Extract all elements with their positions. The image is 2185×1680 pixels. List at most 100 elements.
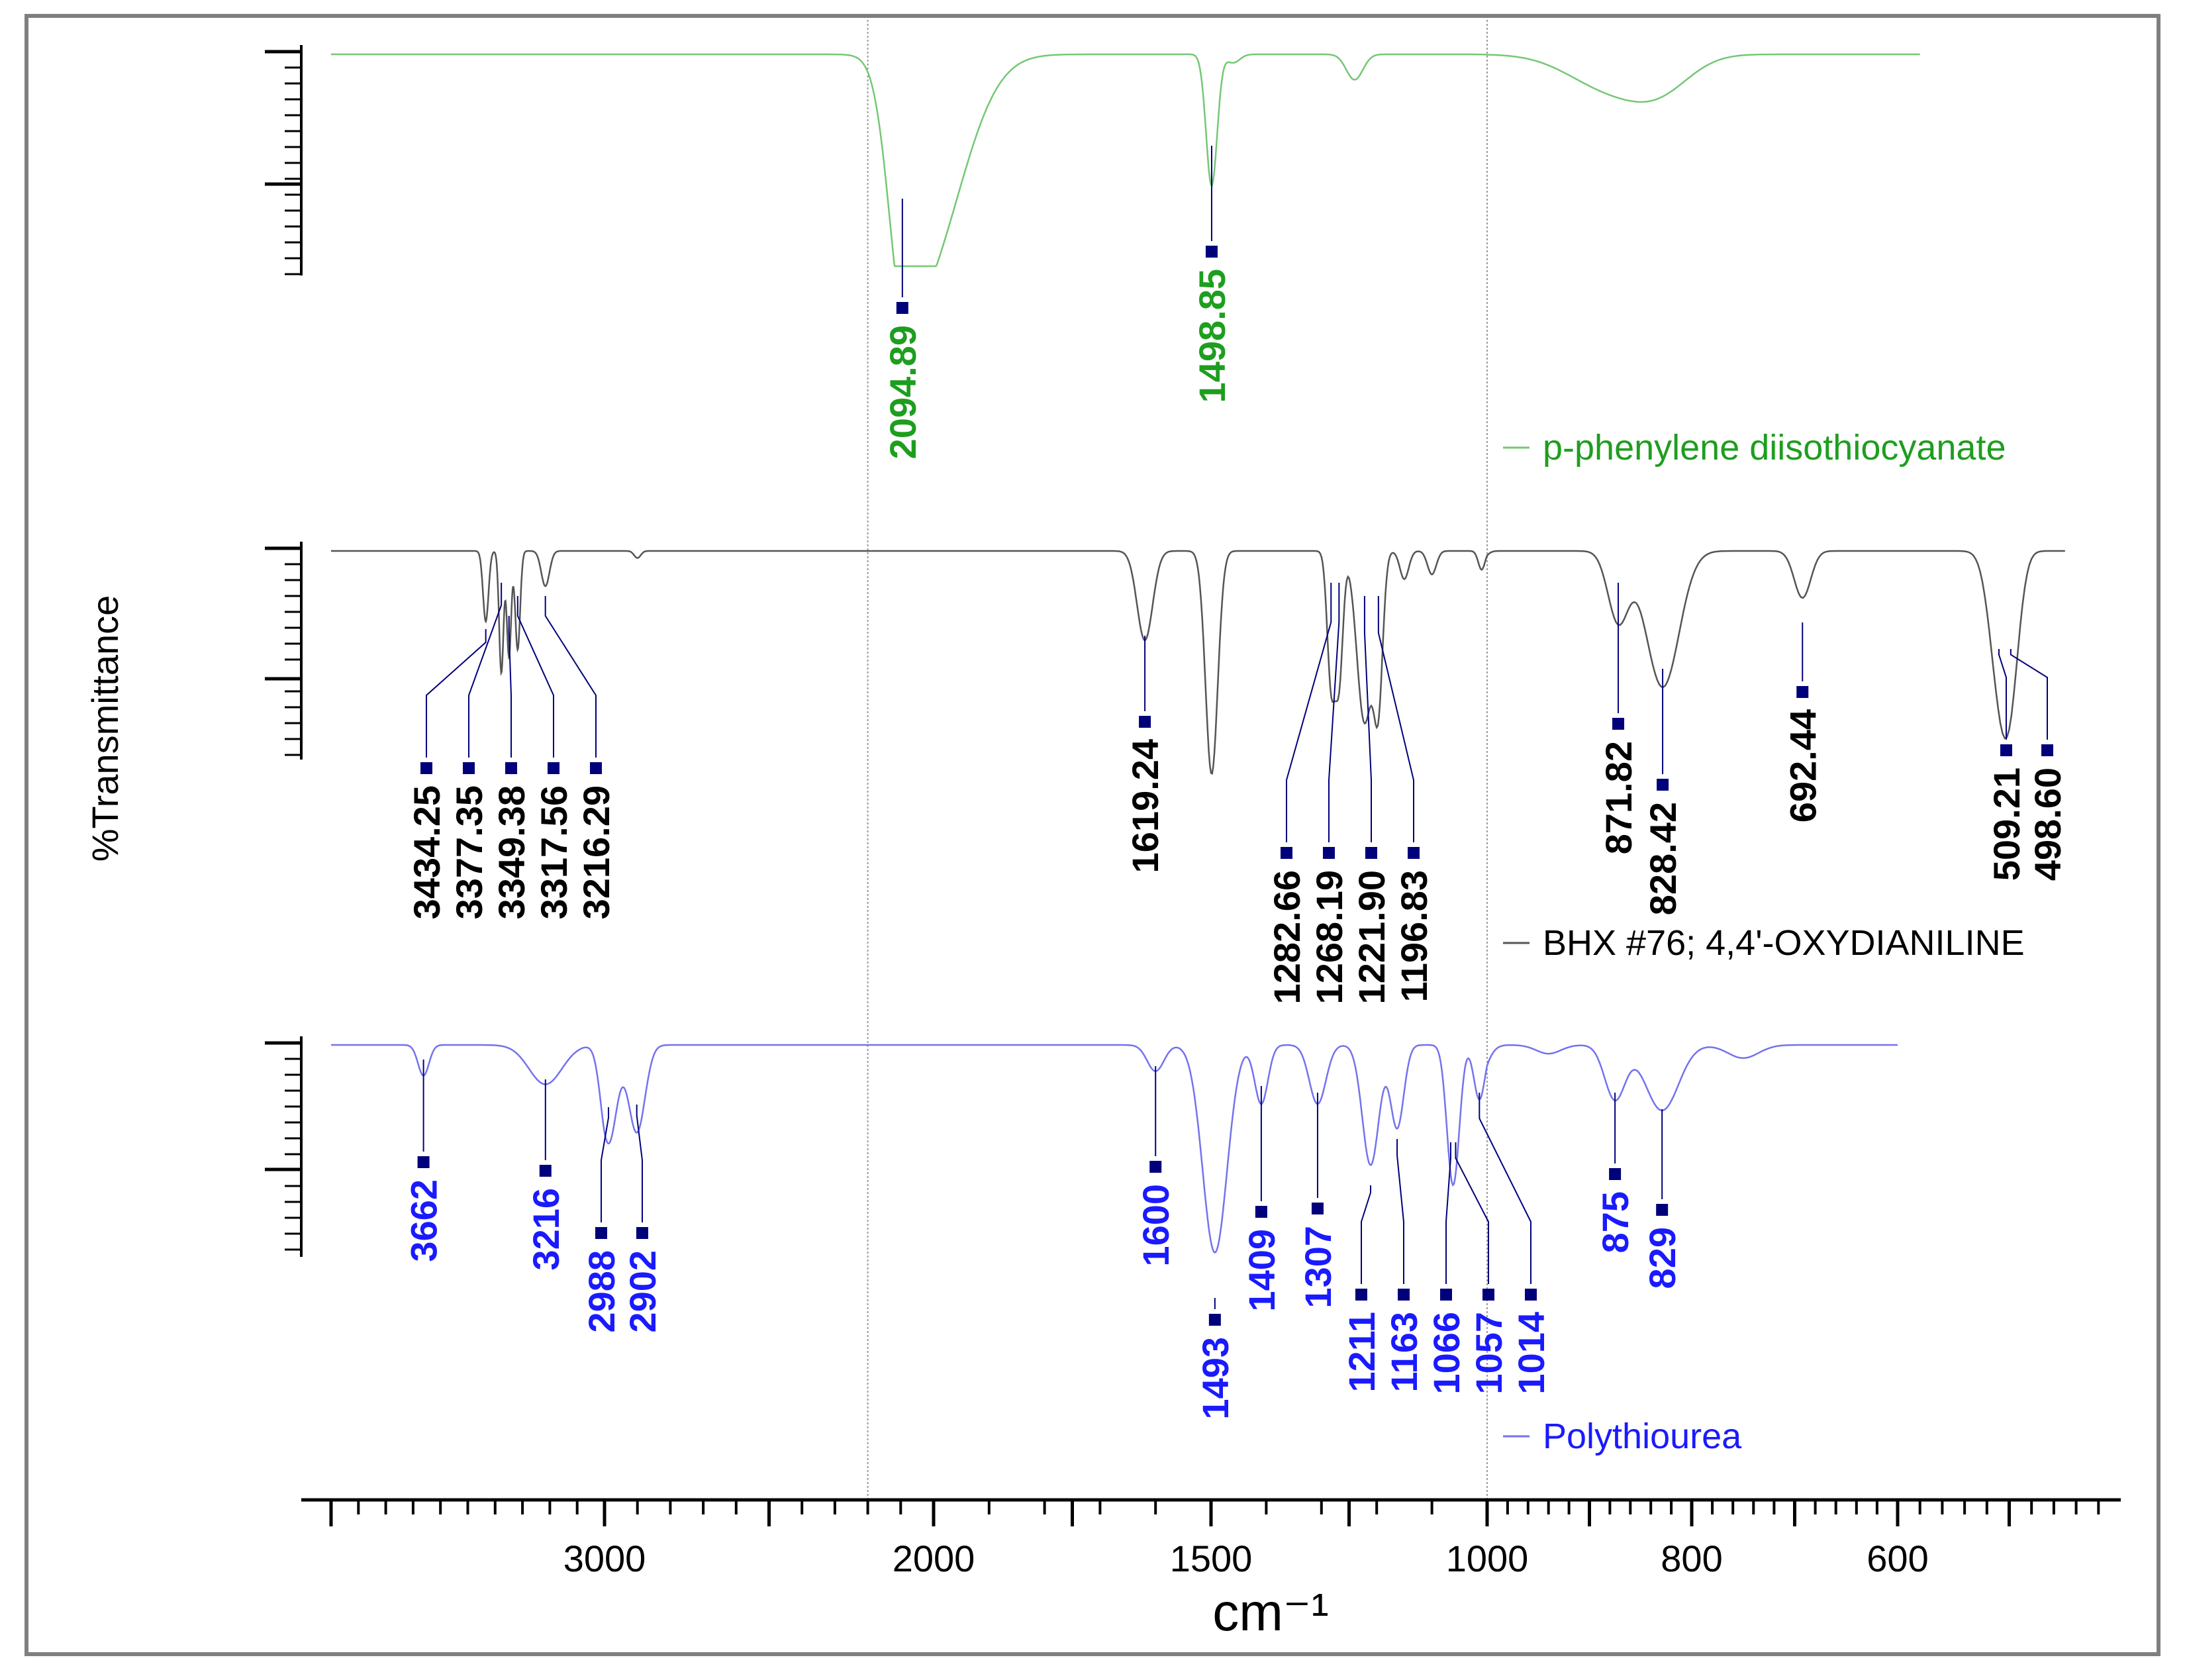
peak-marker (2000, 744, 2012, 756)
peak-label: 2902 (622, 1250, 663, 1333)
peak-label: 1409 (1241, 1229, 1283, 1312)
peak-label: 692.44 (1782, 709, 1823, 822)
peak-label: 1196.83 (1393, 870, 1435, 1002)
peak-annotation: 1211 (1341, 1185, 1383, 1393)
peak-label: 1600 (1135, 1184, 1177, 1267)
spectrum-line-3 (331, 1044, 1898, 1254)
peak-label: 2988 (581, 1250, 622, 1333)
legend: p-phenylene diisothiocyanate BHX #76; 4,4… (1503, 428, 2025, 1456)
peak-annotation: 1282.66 (1266, 583, 1332, 1004)
peak-marker (1440, 1289, 1452, 1301)
peak-marker (1208, 1314, 1221, 1326)
peak-marker (1612, 718, 1625, 730)
x-tick-label: 600 (1867, 1538, 1928, 1579)
peak-label: 1211 (1341, 1312, 1383, 1393)
spectrum-line-2 (331, 550, 2065, 775)
peak-annotation: 1268.19 (1308, 583, 1350, 1004)
peak-annotation: 3377.35 (448, 583, 503, 919)
peak-marker (420, 762, 432, 774)
peak-marker (636, 1227, 648, 1239)
x-tick-label: 800 (1661, 1538, 1722, 1579)
y-axis-label: %Transmittance (84, 595, 126, 862)
peak-annotation: 1409 (1241, 1086, 1283, 1312)
peak-annotation: 1307 (1297, 1093, 1339, 1309)
peak-leader-line (1328, 583, 1340, 842)
peak-marker (1609, 1168, 1622, 1180)
series-3 (265, 1036, 1898, 1257)
peak-annotation: 3216.29 (544, 596, 617, 919)
peak-annotation: 3434.25 (406, 629, 487, 919)
peak-leader-line (636, 1105, 643, 1222)
peak-annotation: 1619.24 (1124, 636, 1166, 873)
peak-marker (463, 762, 475, 774)
peak-leader-line (426, 629, 487, 758)
peak-leader-line (1455, 1142, 1489, 1284)
peak-annotation: 509.21 (1986, 649, 2027, 881)
legend-label-2: BHX #76; 4,4'-OXYDIANILINE (1543, 923, 2025, 963)
series-1-annotations: 2094.89 1498.85 (882, 146, 1233, 459)
peak-marker (1149, 1161, 1162, 1173)
peak-label: 2094.89 (882, 325, 924, 459)
peak-leader-line (508, 616, 512, 758)
peak-label: 3349.38 (491, 785, 532, 919)
reference-lines (867, 20, 1488, 1500)
peak-marker (548, 762, 559, 774)
peak-leader-line (1377, 596, 1414, 842)
peak-marker (1205, 246, 1218, 258)
peak-annotation: 1066 (1426, 1142, 1467, 1395)
peak-marker (1398, 1289, 1410, 1301)
peak-label: 1282.66 (1266, 870, 1308, 1004)
peak-marker (1323, 847, 1335, 859)
peak-label: 829 (1641, 1227, 1683, 1289)
peak-marker (1408, 847, 1420, 859)
peak-annotation: 1221.90 (1351, 596, 1392, 1004)
peak-label: 1163 (1383, 1312, 1425, 1393)
peak-label: 1307 (1297, 1226, 1339, 1309)
peak-label: 828.42 (1642, 802, 1684, 915)
x-axis-label: cm⁻¹ (1212, 1583, 1329, 1642)
peak-marker (1482, 1289, 1494, 1301)
legend-label-1: p-phenylene diisothiocyanate (1543, 428, 2006, 468)
peak-marker (1656, 1204, 1669, 1216)
peak-leader-line (1396, 1139, 1404, 1284)
peak-annotation: 2988 (581, 1107, 622, 1333)
peak-label: 3317.56 (533, 785, 575, 919)
peak-leader-line (601, 1107, 609, 1222)
peak-marker (1311, 1203, 1324, 1214)
peak-label: 3434.25 (406, 785, 448, 919)
peak-annotation: 1014 (1479, 1093, 1552, 1395)
x-axis: 3000 2000 1500 1000 800 600 (301, 1498, 2121, 1579)
peak-leader-line (1361, 1185, 1372, 1284)
peak-label: 1014 (1510, 1312, 1552, 1395)
peak-marker (1525, 1289, 1537, 1301)
peak-marker (417, 1156, 430, 1168)
peak-leader-line (516, 596, 554, 758)
legend-label-3: Polythiourea (1543, 1416, 1742, 1456)
series-2 (265, 542, 2065, 775)
spectra (265, 45, 2065, 1257)
peak-annotation: 3662 (403, 1060, 445, 1262)
peak-annotation: 1498.85 (1191, 146, 1233, 403)
peak-annotation: 828.42 (1642, 669, 1684, 915)
x-tick-label: 3000 (563, 1538, 646, 1579)
peak-label: 3216.29 (575, 785, 617, 919)
peak-leader-line (2010, 649, 2048, 740)
spectrum-line-1 (331, 53, 1920, 268)
peak-leader-line (1363, 596, 1372, 842)
peak-marker (1139, 716, 1151, 728)
peak-leader-line (1479, 1093, 1531, 1284)
peak-label: 498.60 (2027, 767, 2068, 881)
x-tick-label: 2000 (893, 1538, 975, 1579)
peak-label: 871.82 (1598, 741, 1639, 854)
peak-marker (595, 1227, 607, 1239)
peak-marker (1255, 1206, 1267, 1218)
peak-marker (896, 302, 908, 314)
peak-label: 3377.35 (448, 785, 490, 919)
peak-label: 509.21 (1986, 767, 2027, 881)
peak-annotation: 2094.89 (882, 199, 924, 459)
peak-annotation: 2902 (622, 1105, 663, 1333)
peak-marker (1281, 847, 1292, 859)
peak-labels: 2094.89 1498.85 3434.25 3377.35 3349.38 3317.… (403, 146, 2068, 1420)
peak-annotation: 871.82 (1598, 583, 1639, 854)
peak-label: 1619.24 (1124, 739, 1166, 873)
